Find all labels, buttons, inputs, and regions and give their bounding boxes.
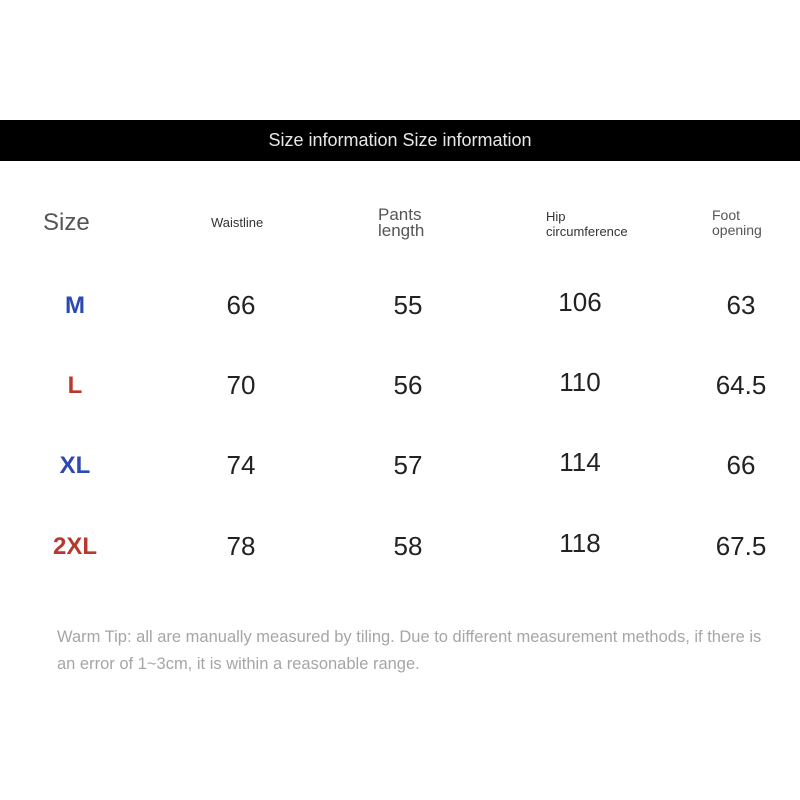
measurement-cell: 66 [226,290,256,320]
measurement-cell: 78 [226,531,256,561]
header-pants-length: Pants length [378,205,425,240]
header-hip-circumference: Hip circumference [546,209,628,239]
size-label: XL [59,452,91,479]
size-label: M [65,292,85,319]
banner-title: Size information Size information [0,120,800,161]
measurement-cell: 63 [726,290,756,320]
size-label: 2XL [52,533,97,560]
measurement-cell: 114 [559,447,601,477]
warm-tip: Warm Tip: all are manually measured by t… [57,628,762,673]
measurement-cell: 110 [559,367,601,397]
measurement-cell: 74 [226,450,256,480]
header-foot-opening: Foot opening [712,207,762,238]
measurement-cell: 58 [393,531,423,561]
measurement-cell: 56 [393,370,423,400]
size-label: L [67,372,83,399]
measurement-cell: 66 [726,450,756,480]
header-waistline: Waistline [211,215,264,230]
measurement-cell: 64.5 [715,370,767,400]
measurement-cell: 55 [393,290,423,320]
measurement-cell: 70 [226,370,256,400]
header-size: Size [43,209,90,236]
measurement-cell: 57 [393,450,423,480]
measurement-cell: 118 [559,528,601,558]
measurement-cell: 106 [558,287,602,317]
measurement-cell: 67.5 [715,531,767,561]
